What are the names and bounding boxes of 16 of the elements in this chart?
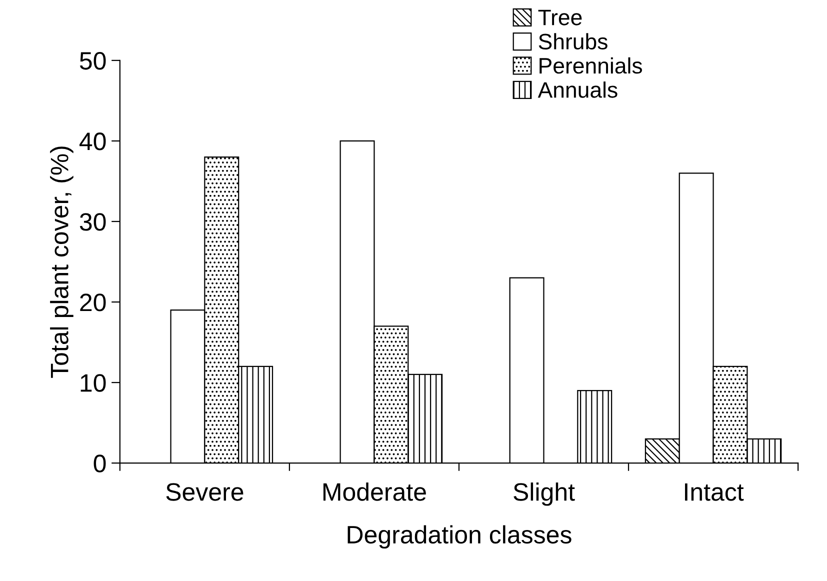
y-axis-title: Total plant cover, (%) [50,146,74,378]
y-tick-label: 20 [80,294,106,312]
x-tick-label: Moderate [323,482,426,501]
y-tick-label: 50 [80,52,106,70]
y-tick-label: 0 [94,454,106,472]
legend-label: Annuals [538,82,618,98]
legend-label: Tree [538,10,582,26]
y-tick-label: 10 [80,374,106,392]
x-axis-title: Degradation classes [348,525,572,549]
x-tick-label: Slight [514,482,575,506]
y-tick-label: 40 [79,132,106,150]
x-tick-label: Severe [166,483,244,501]
legend-label: Perennials [540,57,642,74]
legend-label: Shrubs [538,33,608,50]
x-tick-label: Intact [685,483,744,501]
y-tick-label: 30 [80,213,106,231]
